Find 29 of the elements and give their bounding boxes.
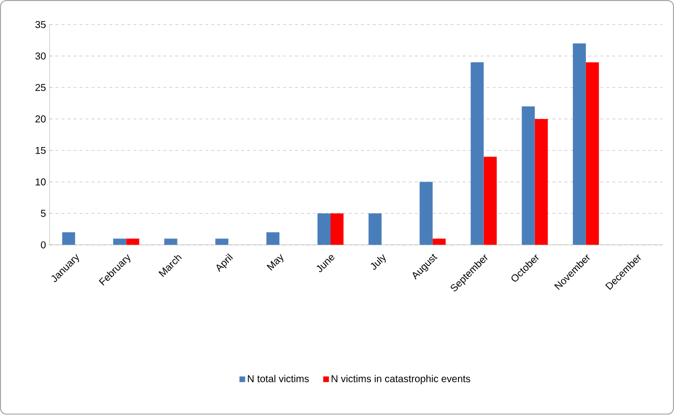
bar — [572, 44, 586, 246]
bar — [113, 238, 126, 246]
y-tick-label: 20 — [35, 116, 46, 123]
bar — [126, 238, 140, 246]
bar — [164, 238, 178, 246]
bar — [586, 62, 599, 246]
legend-label: N victims in catastrophic events — [332, 375, 470, 384]
y-tick-label: 0 — [40, 242, 46, 249]
bar — [470, 62, 484, 246]
bar — [522, 106, 535, 246]
y-tick-label: 35 — [35, 21, 46, 28]
bar — [432, 238, 446, 246]
y-tick-label: 15 — [36, 147, 46, 154]
y-tick-label: 10 — [36, 178, 46, 186]
y-tick-label: 30 — [35, 52, 46, 60]
x-tick-label: July — [370, 254, 386, 270]
legend-label: N total victims — [248, 375, 309, 382]
bar — [317, 214, 330, 246]
y-tick-label: 25 — [35, 84, 46, 92]
bar — [330, 214, 344, 246]
bar — [420, 182, 433, 246]
bar — [484, 156, 497, 246]
x-tick-label: May — [266, 254, 284, 271]
bar — [215, 238, 228, 246]
bar — [266, 232, 280, 246]
bar — [62, 232, 76, 246]
bar — [534, 119, 548, 246]
y-tick-label: 5 — [40, 210, 46, 218]
bar — [368, 214, 382, 246]
